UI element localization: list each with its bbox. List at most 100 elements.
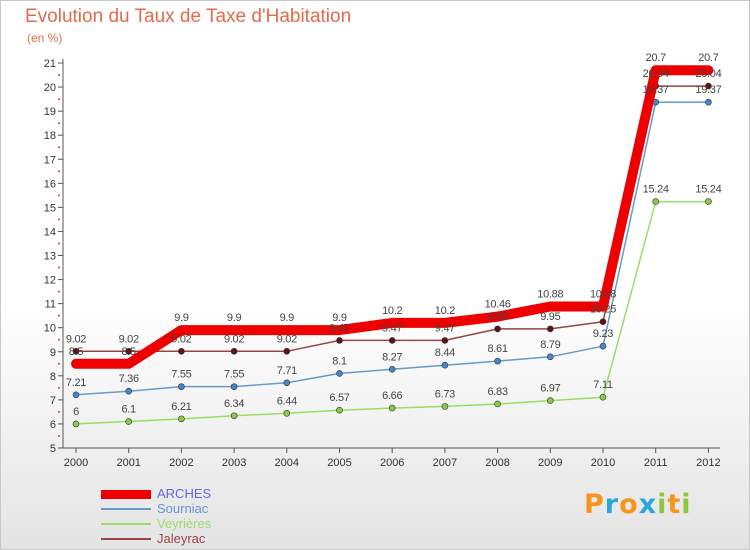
data-point-jaleyrac	[705, 82, 712, 90]
y-minor-tick	[58, 410, 60, 413]
data-label-veyrieres: 6.44	[277, 395, 297, 407]
x-tick-label: 2010	[591, 457, 615, 469]
y-tick-label: 16	[44, 178, 56, 190]
data-point-veyrieres	[283, 410, 291, 417]
data-label-veyrieres: 6.1	[121, 404, 136, 416]
data-point-veyrieres	[705, 198, 712, 205]
series-arches	[71, 65, 714, 369]
logo-letter: i	[681, 489, 692, 520]
data-label-jaleyrac: 9.02	[224, 333, 244, 345]
data-label-jaleyrac: 9.02	[277, 333, 297, 345]
data-label-arches: 8.5	[69, 346, 84, 358]
x-tick-label: 2009	[538, 457, 562, 469]
series-jaleyrac	[72, 82, 712, 355]
data-label-arches: 9.9	[332, 312, 347, 324]
data-point-jaleyrac	[178, 347, 185, 355]
logo-letter: r	[604, 489, 620, 520]
data-label-sourniac: 7.55	[224, 369, 244, 381]
data-point-jaleyrac	[494, 325, 501, 333]
data-point-jaleyrac	[546, 325, 554, 333]
y-tick-label: 20	[44, 82, 56, 94]
y-tick-label: 11	[45, 299, 56, 311]
data-label-sourniac: 19.37	[695, 84, 721, 96]
y-minor-tick	[58, 170, 60, 173]
y-tick-label: 6	[50, 419, 56, 431]
data-label-arches: 10.2	[382, 305, 402, 317]
data-point-veyrieres	[441, 403, 449, 410]
data-point-jaleyrac	[336, 337, 343, 344]
y-minor-tick	[58, 98, 60, 101]
y-minor-tick	[58, 266, 60, 269]
y-minor-tick	[58, 218, 60, 221]
data-label-veyrieres: 6.83	[487, 386, 507, 398]
data-label-arches: 9.9	[227, 312, 242, 324]
x-tick-label: 2002	[169, 457, 193, 469]
y-tick-label: 19	[44, 106, 56, 118]
logo-letter: o	[619, 489, 639, 520]
legend-label: Veyrières	[157, 516, 212, 531]
legend-label: Jaleyrac	[157, 531, 206, 546]
x-tick-label: 2004	[275, 457, 299, 469]
x-tick-label: 2003	[222, 457, 246, 469]
data-label-arches: 10.46	[485, 299, 511, 311]
data-point-veyrieres	[125, 418, 132, 425]
legend-label: Sourniac	[157, 501, 209, 516]
data-point-veyrieres	[652, 198, 660, 205]
data-label-veyrieres: 6.97	[540, 383, 560, 395]
x-tick-label: 2006	[380, 457, 404, 469]
y-minor-tick	[58, 290, 60, 293]
data-point-sourniac	[388, 366, 396, 373]
y-tick-label: 15	[44, 202, 56, 214]
data-label-veyrieres: 6.66	[382, 390, 402, 402]
y-tick-label: 17	[44, 154, 56, 166]
legend-swatch	[101, 508, 151, 510]
logo-letter: t	[667, 489, 682, 520]
data-label-jaleyrac: 9.47	[382, 322, 402, 334]
legend-swatch	[101, 490, 151, 499]
data-label-jaleyrac: 9.95	[487, 311, 507, 323]
data-label-veyrieres: 15.24	[695, 184, 721, 196]
data-label-arches: 10.88	[537, 289, 563, 301]
data-point-veyrieres	[72, 420, 80, 428]
data-point-sourniac	[599, 342, 607, 350]
y-tick-label: 21	[44, 58, 56, 70]
data-label-sourniac: 9.23	[593, 328, 613, 340]
y-minor-tick	[58, 122, 60, 125]
data-label-arches: 20.7	[646, 52, 666, 64]
data-label-sourniac: 8.44	[435, 347, 455, 359]
legend-swatch	[101, 523, 151, 525]
data-label-jaleyrac: 9.02	[171, 333, 191, 345]
data-label-arches: 20.7	[698, 52, 718, 64]
data-label-arches: 10.2	[435, 305, 455, 317]
y-minor-tick	[58, 242, 60, 245]
data-point-jaleyrac	[230, 347, 238, 355]
legend-swatch	[101, 538, 151, 540]
data-point-veyrieres	[178, 415, 185, 423]
data-label-veyrieres: 6.73	[435, 388, 455, 400]
data-point-sourniac	[283, 379, 291, 387]
data-point-sourniac	[494, 357, 501, 365]
data-point-sourniac	[705, 98, 712, 106]
chart-title: Evolution du Taux de Taxe d'Habitation	[25, 6, 352, 27]
y-minor-tick	[58, 338, 60, 341]
y-minor-tick	[58, 194, 60, 197]
y-tick-label: 18	[44, 130, 56, 142]
y-minor-tick	[58, 74, 60, 77]
y-tick-label: 8	[50, 371, 56, 383]
x-tick-label: 2001	[116, 457, 140, 469]
data-label-jaleyrac: 9.02	[66, 333, 86, 345]
y-tick-label: 5	[50, 443, 56, 455]
data-label-arches: 9.9	[174, 312, 189, 324]
data-label-arches: 8.5	[121, 346, 136, 358]
data-label-arches: 10.88	[590, 289, 616, 301]
data-label-sourniac: 7.21	[66, 377, 86, 389]
x-tick-label: 2011	[644, 457, 668, 469]
y-minor-tick	[58, 314, 60, 317]
data-label-sourniac: 8.1	[332, 355, 347, 367]
data-label-jaleyrac: 9.02	[119, 333, 139, 345]
data-point-sourniac	[178, 383, 185, 390]
y-minor-tick	[58, 146, 60, 149]
data-label-sourniac: 8.79	[540, 339, 560, 351]
data-point-jaleyrac	[599, 318, 607, 325]
